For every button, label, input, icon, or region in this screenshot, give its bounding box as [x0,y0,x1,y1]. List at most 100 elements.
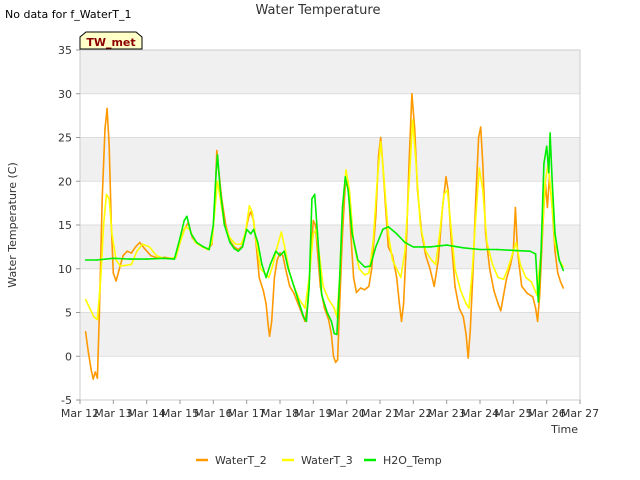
data-point-watert-3 [438,233,441,235]
data-point-watert-3 [108,198,110,200]
data-point-watert-3 [400,276,402,279]
data-point-watert-2 [84,331,87,333]
data-point-watert-2 [336,359,339,361]
data-point-h2o-temp [302,316,305,318]
data-point-watert-3 [111,233,113,235]
data-point-watert-3 [502,278,505,281]
data-point-watert-2 [467,357,470,359]
data-point-h2o-temp [311,198,313,200]
data-point-watert-2 [370,268,373,270]
data-point-watert-2 [536,320,539,323]
data-point-watert-3 [216,180,219,183]
data-point-watert-2 [502,294,505,296]
data-point-watert-2 [338,303,341,305]
x-tick-label: Mar 16 [194,407,232,420]
data-point-watert-3 [251,211,253,213]
data-point-watert-3 [507,268,509,270]
data-point-watert-3 [96,318,99,321]
data-point-h2o-temp [190,233,192,235]
data-point-h2o-temp [173,258,176,260]
data-point-h2o-temp [183,219,185,222]
data-point-watert-2 [90,368,92,371]
data-point-watert-3 [304,307,306,309]
data-point-watert-3 [478,167,481,169]
data-point-watert-2 [87,351,90,353]
data-point-h2o-temp [363,266,366,268]
data-point-watert-2 [458,307,461,309]
data-point-watert-3 [284,250,287,252]
data-point-watert-3 [148,246,151,248]
data-point-watert-2 [101,198,103,200]
data-point-h2o-temp [252,228,255,231]
data-point-watert-2 [273,276,276,279]
data-point-h2o-temp [257,241,259,244]
data-point-watert-2 [445,176,447,178]
data-point-watert-3 [102,224,105,226]
station-badge-label: TW_met [86,36,135,49]
data-point-watert-2 [363,289,366,291]
data-point-watert-3 [93,316,95,318]
data-point-watert-3 [468,307,470,309]
data-point-watert-3 [430,259,433,261]
data-point-watert-2 [520,285,523,288]
data-point-watert-3 [184,226,187,228]
data-point-watert-2 [482,163,484,165]
data-point-watert-2 [479,126,482,128]
data-point-watert-2 [98,311,101,314]
data-point-watert-2 [122,254,124,257]
data-point-watert-2 [288,285,291,288]
data-point-watert-2 [526,292,528,295]
data-point-watert-2 [350,233,352,235]
data-point-h2o-temp [316,233,319,235]
data-point-watert-3 [333,307,336,309]
data-point-watert-3 [211,241,213,244]
y-tick-label: 5 [65,307,72,320]
data-point-h2o-temp [129,258,131,260]
y-axis-label: Water Temperature (C) [6,162,19,287]
data-point-watert-3 [363,274,366,276]
y-tick-label: 30 [58,88,72,101]
data-point-watert-3 [322,285,324,288]
data-point-watert-3 [408,180,411,183]
data-point-watert-3 [358,268,361,270]
data-point-watert-2 [108,145,110,148]
data-point-watert-2 [216,149,218,152]
data-point-watert-3 [348,189,351,191]
data-point-watert-3 [525,276,527,279]
y-tick-label: 25 [58,132,72,145]
data-point-watert-3 [125,264,127,267]
data-point-h2o-temp [512,249,515,252]
data-point-h2o-temp [145,258,148,260]
data-point-watert-2 [532,296,534,298]
data-point-watert-3 [465,303,467,305]
data-point-h2o-temp [562,269,565,272]
station-badge: TW_met [79,31,143,50]
x-tick-label: Mar 21 [361,407,399,420]
data-point-watert-2 [359,287,362,289]
data-point-watert-3 [376,180,379,183]
data-point-watert-2 [505,278,508,281]
data-point-watert-2 [475,198,477,200]
data-point-watert-2 [267,324,270,327]
y-tick-label: 15 [58,219,72,232]
data-point-watert-3 [511,254,513,257]
data-point-watert-2 [314,224,317,226]
data-point-h2o-temp [333,332,336,335]
data-point-h2o-temp [287,268,290,270]
data-point-watert-2 [488,268,491,270]
x-tick-label: Mar 27 [561,407,599,420]
legend-label-h2o-temp: H2O_Temp [383,454,442,467]
data-point-watert-2 [429,268,431,270]
data-point-h2o-temp [495,248,498,251]
data-point-h2o-temp [543,163,545,165]
data-point-h2o-temp [283,250,286,252]
data-point-watert-2 [554,250,556,252]
data-point-watert-3 [345,169,347,171]
data-point-watert-2 [118,269,120,272]
data-point-watert-3 [248,205,251,207]
data-point-watert-3 [100,276,102,279]
data-point-watert-2 [562,287,565,289]
data-point-watert-2 [279,252,281,254]
data-point-h2o-temp [326,311,329,314]
data-point-h2o-temp [330,320,333,323]
